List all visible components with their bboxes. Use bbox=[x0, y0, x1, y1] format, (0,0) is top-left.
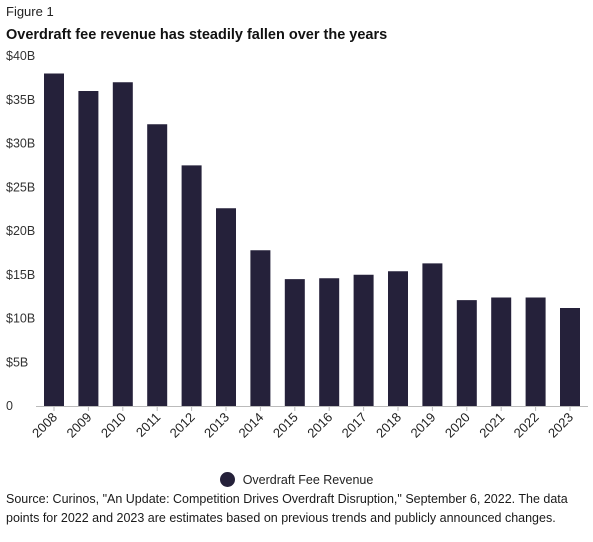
bar-2019 bbox=[422, 263, 443, 406]
bar-2010 bbox=[112, 82, 133, 406]
x-tick-label: 2013 bbox=[201, 410, 232, 441]
bar-2023 bbox=[560, 308, 580, 406]
bar-2021 bbox=[491, 297, 512, 406]
x-tick-label: 2018 bbox=[373, 410, 404, 441]
bar-2018 bbox=[388, 271, 408, 406]
y-tick-label: $10B bbox=[6, 312, 35, 326]
bar-2016 bbox=[319, 278, 340, 406]
bar-2011 bbox=[147, 124, 168, 406]
bar-2015 bbox=[284, 279, 305, 406]
x-tick-label: 2019 bbox=[407, 410, 438, 441]
bar-2008 bbox=[44, 73, 64, 406]
x-tick-label: 2022 bbox=[511, 410, 542, 441]
x-tick-label: 2021 bbox=[476, 410, 507, 441]
y-tick-label: 0 bbox=[6, 399, 13, 413]
y-tick-label: $15B bbox=[6, 268, 35, 282]
legend: Overdraft Fee Revenue bbox=[0, 472, 593, 487]
bar-2009 bbox=[78, 91, 99, 406]
bar-2017 bbox=[353, 274, 374, 406]
x-tick-label: 2008 bbox=[29, 410, 60, 441]
x-tick-label: 2020 bbox=[442, 410, 473, 441]
bar-2013 bbox=[216, 208, 236, 406]
x-tick-label: 2011 bbox=[133, 410, 163, 440]
y-tick-label: $35B bbox=[6, 93, 35, 107]
x-tick-label: 2015 bbox=[270, 410, 301, 441]
bar-2022 bbox=[525, 297, 546, 406]
y-tick-label: $20B bbox=[6, 224, 35, 238]
x-tick-label: 2010 bbox=[98, 410, 129, 441]
bar-2012 bbox=[181, 165, 202, 406]
y-tick-label: $40B bbox=[6, 49, 35, 63]
legend-swatch bbox=[219, 472, 235, 487]
x-tick-label: 2009 bbox=[63, 410, 94, 441]
bar-2020 bbox=[456, 300, 477, 406]
bar-chart: 0 $5B $10B $15B $20B $25B $30B $35B $40B 2008 2009… bbox=[6, 49, 588, 441]
y-tick-label: $30B bbox=[6, 137, 35, 151]
y-tick-label: $5B bbox=[6, 355, 28, 369]
source-note: Source: Curinos, "An Update: Competition… bbox=[6, 492, 568, 525]
x-tick-label: 2017 bbox=[339, 410, 370, 441]
x-tick-label: 2023 bbox=[545, 410, 576, 441]
figure-label: Figure 1 bbox=[6, 4, 54, 19]
bar-2014 bbox=[250, 250, 271, 406]
chart-title: Overdraft fee revenue has steadily falle… bbox=[6, 27, 388, 43]
x-tick-label: 2016 bbox=[304, 410, 335, 441]
legend-label: Overdraft Fee Revenue bbox=[242, 472, 374, 487]
x-tick-label: 2012 bbox=[167, 410, 198, 441]
y-tick-label: $25B bbox=[6, 180, 35, 194]
x-tick-label: 2014 bbox=[235, 410, 266, 441]
